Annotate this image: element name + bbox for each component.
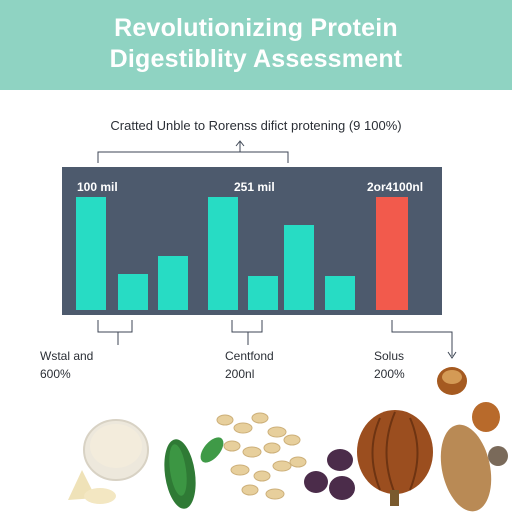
group-label-2-name: Centfond bbox=[225, 349, 274, 363]
nuts-icon bbox=[216, 412, 307, 500]
bar-5 bbox=[248, 276, 278, 310]
bar-7 bbox=[325, 276, 355, 310]
flour-bowl-icon bbox=[83, 419, 149, 481]
leaf-icon bbox=[200, 437, 224, 463]
bar-2 bbox=[118, 274, 148, 310]
chart-caption: Cratted Unble to Rorenss difict protenin… bbox=[110, 118, 402, 133]
value-label-1: 100 mil bbox=[77, 180, 118, 194]
pea-pod-icon bbox=[164, 439, 196, 509]
page-title-line-1: Revolutionizing Protein bbox=[114, 14, 398, 42]
bar-4 bbox=[208, 197, 238, 310]
group-label-3: Solus 200% bbox=[374, 347, 405, 383]
bar-3 bbox=[158, 256, 188, 310]
bread-icon bbox=[68, 470, 116, 504]
spice-icon bbox=[488, 446, 508, 466]
group-label-2: Centfond 200nl bbox=[225, 347, 274, 383]
value-label-3: 2or4100nl bbox=[367, 180, 424, 194]
bar-6 bbox=[284, 225, 314, 310]
group-label-1-name: Wstal and bbox=[40, 349, 94, 363]
walnut-icon bbox=[472, 402, 500, 432]
group-label-1: Wstal and 600% bbox=[40, 347, 93, 383]
squash-icon bbox=[357, 410, 433, 506]
page-title-line-2: Digestiblity Assessment bbox=[109, 45, 403, 73]
bar-1 bbox=[76, 197, 106, 310]
bar-8 bbox=[376, 197, 408, 310]
value-label-2: 251 mil bbox=[234, 180, 275, 194]
hazelnut-icon bbox=[437, 367, 467, 395]
artichoke-icon bbox=[440, 424, 492, 512]
group-label-2-value: 200nl bbox=[225, 367, 255, 381]
title-banner bbox=[0, 0, 512, 90]
group-label-1-value: 600% bbox=[40, 367, 71, 381]
group-label-3-name: Solus bbox=[374, 349, 405, 363]
group-label-3-value: 200% bbox=[374, 367, 405, 381]
berries-icon bbox=[304, 449, 355, 500]
